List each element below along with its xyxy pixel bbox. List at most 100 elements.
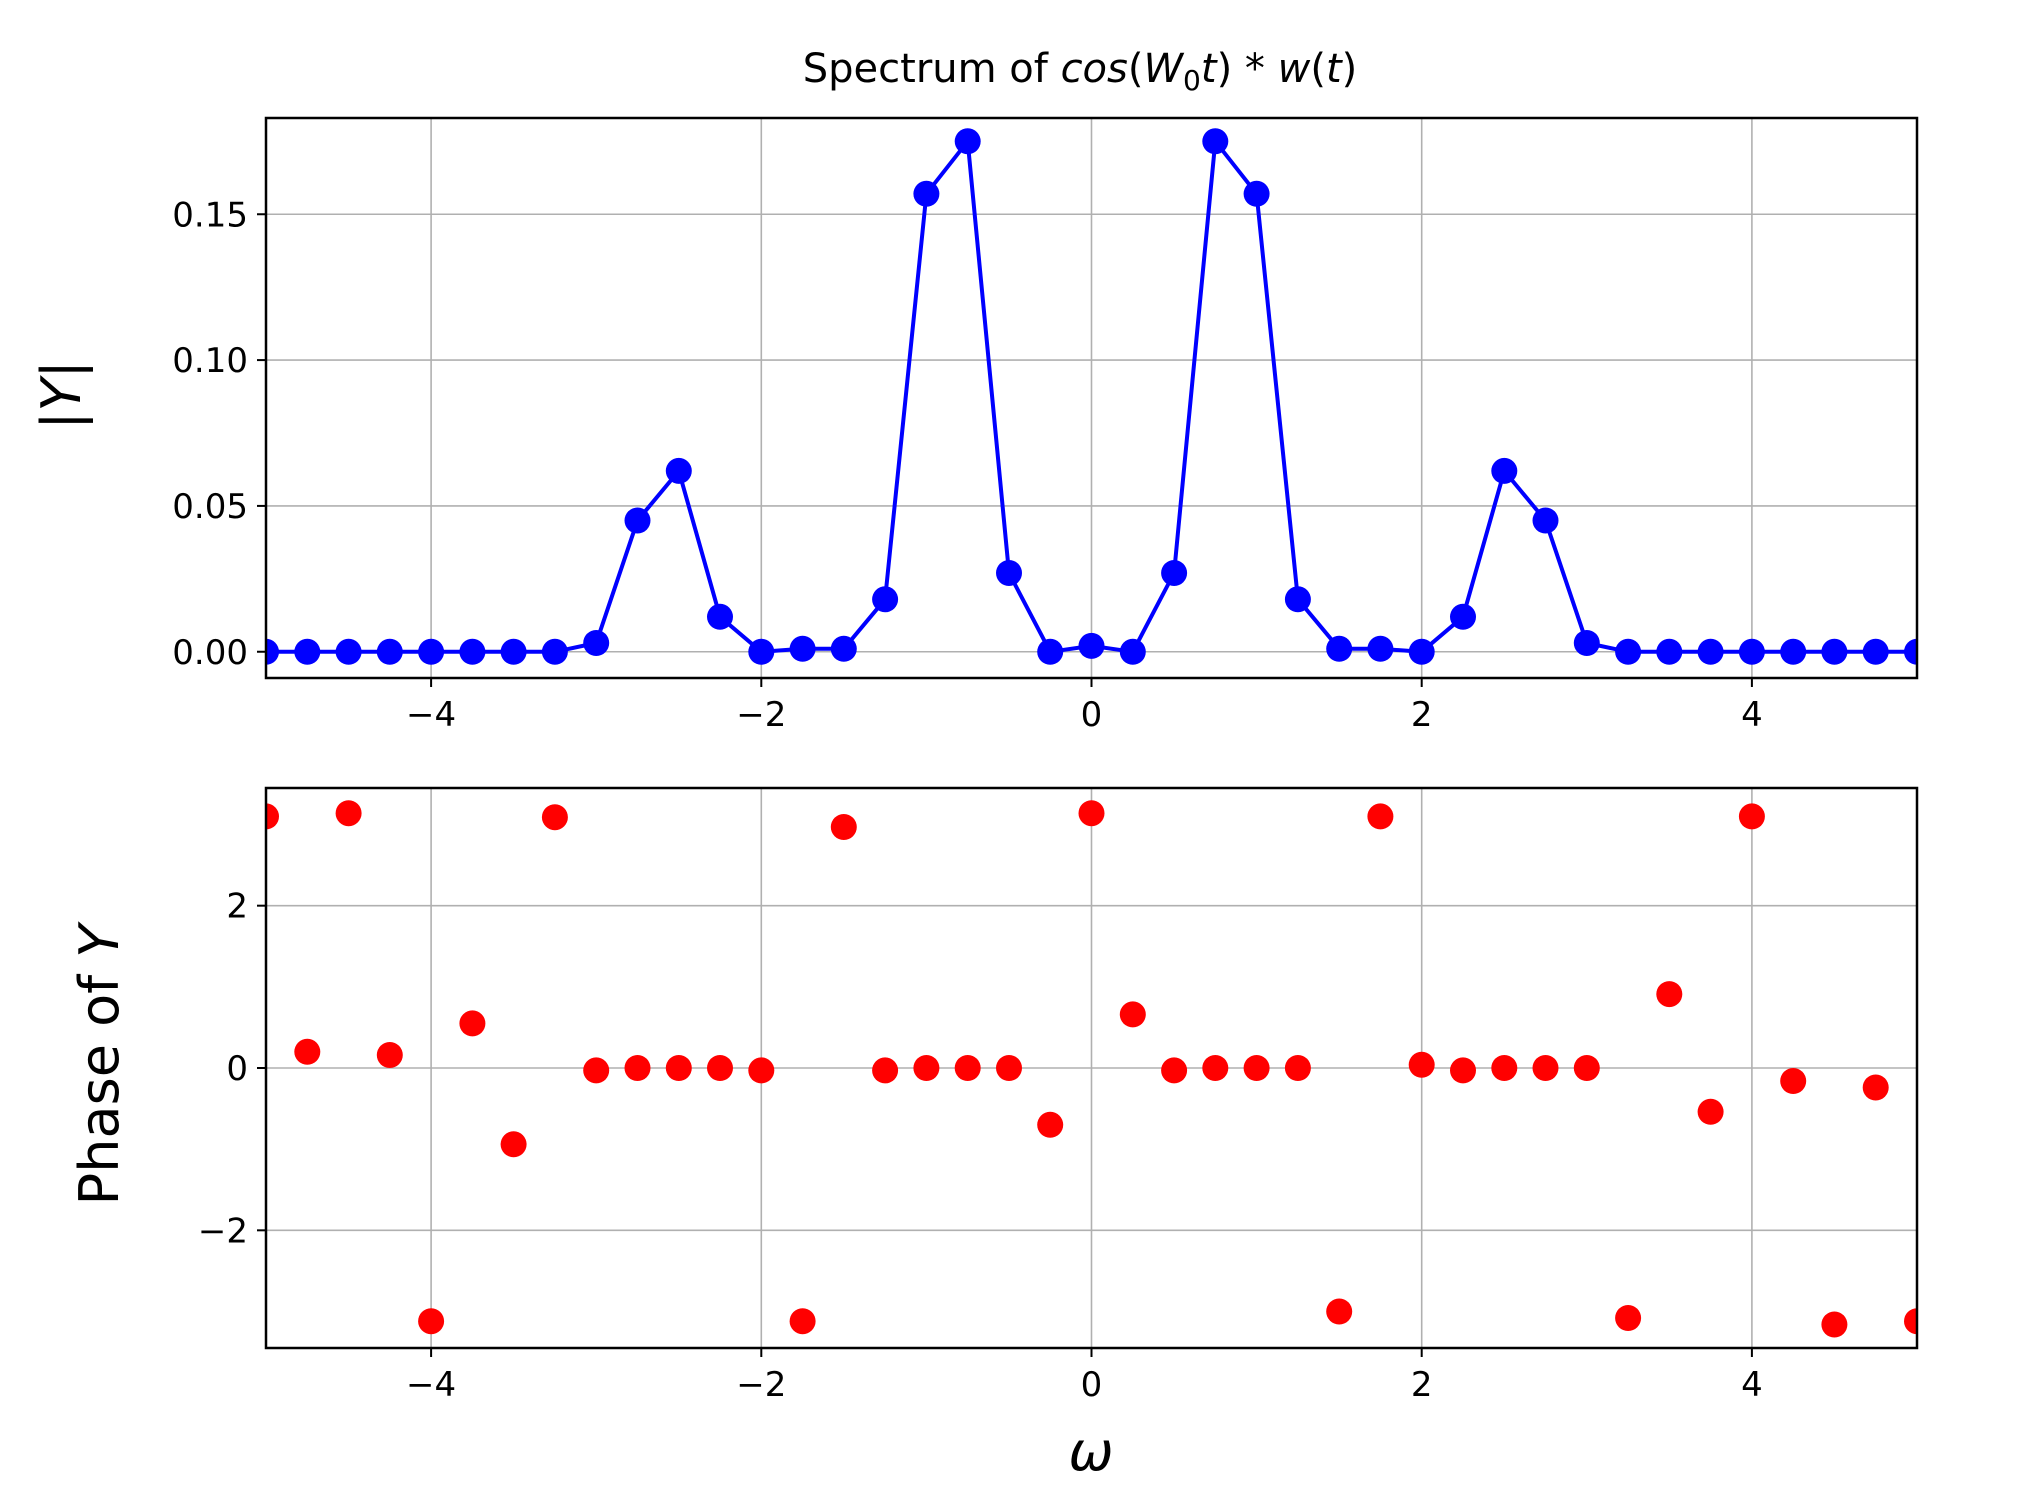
magnitude-y-tick-label: 0.05 [172, 487, 248, 527]
magnitude-x-tick-label: 4 [1741, 695, 1763, 735]
phase-data-point [1532, 1055, 1559, 1081]
phase-data-point [459, 1010, 486, 1037]
phase-x-tick-label: −2 [736, 1365, 786, 1405]
magnitude-data-point [1656, 638, 1683, 665]
phase-data-point [830, 814, 857, 840]
magnitude-data-point [1780, 638, 1807, 665]
phase-data-point [789, 1308, 816, 1335]
magnitude-data-point [1408, 638, 1435, 665]
phase-x-ticks: −4 −2 0 2 4 [406, 1348, 1763, 1405]
phase-data-point [1491, 1055, 1518, 1081]
phase-x-tick-label: 0 [1081, 1365, 1103, 1405]
phase-data-point [913, 1055, 940, 1081]
phase-data-point [707, 1055, 733, 1081]
phase-data-point [1243, 1055, 1270, 1081]
magnitude-data-point [665, 457, 692, 484]
magnitude-data-point [1738, 638, 1765, 665]
phase-y-ticks: −2 0 2 [198, 887, 266, 1251]
magnitude-y-tick-label: 0.15 [172, 195, 248, 235]
phase-data-point [996, 1055, 1022, 1081]
phase-data-point [624, 1055, 651, 1081]
phase-data-point [583, 1057, 610, 1084]
phase-data-point [1573, 1055, 1600, 1081]
phase-data-point [418, 1308, 445, 1335]
magnitude-data-point [996, 560, 1022, 586]
magnitude-data-point [1284, 586, 1311, 613]
magnitude-data-point [500, 638, 527, 665]
magnitude-y-tick-label: 0.10 [172, 341, 248, 381]
phase-data-point [1078, 800, 1105, 827]
phase-data-point [1862, 1074, 1889, 1101]
phase-data-point [1821, 1311, 1848, 1338]
magnitude-data-point [707, 603, 733, 630]
phase-data-point [1697, 1098, 1724, 1125]
magnitude-data-point [1491, 457, 1518, 484]
chart-title: Spectrum of cos(W0t) * w(t) [803, 46, 1357, 97]
magnitude-data-point [1161, 560, 1188, 586]
phase-x-tick-label: 2 [1411, 1365, 1433, 1405]
magnitude-x-tick-label: 0 [1081, 695, 1103, 735]
magnitude-data-point [1697, 638, 1724, 665]
phase-data-point [1450, 1057, 1476, 1084]
magnitude-x-ticks: −4 −2 0 2 4 [406, 678, 1763, 735]
magnitude-data-point [1037, 638, 1064, 665]
phase-data-point [1615, 1305, 1642, 1331]
magnitude-y-tick-label: 0.00 [172, 633, 248, 673]
magnitude-panel: −4 −2 0 2 4 0.00 0.05 0.10 0.15 |Y| [30, 116, 1919, 735]
phase-data-point [541, 804, 568, 831]
phase-grid [266, 788, 1917, 1348]
magnitude-data-point [1326, 635, 1353, 662]
phase-y-tick-label: 0 [226, 1049, 248, 1089]
phase-data-point [376, 1042, 403, 1068]
phase-data-point [748, 1057, 775, 1084]
phase-data-point [266, 803, 279, 830]
phase-data-point [665, 1055, 692, 1081]
magnitude-y-axis-label: |Y| [30, 360, 93, 429]
magnitude-y-ticks: 0.00 0.05 0.10 0.15 [172, 195, 266, 673]
magnitude-data-point [1821, 638, 1848, 665]
phase-data-point [335, 800, 362, 827]
phase-panel: −4 −2 0 2 4 −2 0 2 Phase of Y ω [68, 786, 1919, 1483]
magnitude-data-point [1532, 507, 1559, 534]
magnitude-x-tick-label: −4 [406, 695, 456, 735]
phase-data-point [872, 1057, 899, 1084]
magnitude-points [266, 128, 1917, 665]
phase-data-point [1326, 1298, 1353, 1325]
phase-points [266, 800, 1917, 1338]
phase-data-point [1284, 1055, 1311, 1081]
phase-data-point [1904, 1308, 1917, 1335]
magnitude-data-point [913, 180, 940, 207]
magnitude-data-point [748, 638, 775, 665]
phase-data-point [1780, 1068, 1807, 1094]
phase-y-axis-label: Phase of Y [68, 921, 131, 1206]
magnitude-data-point [376, 638, 403, 665]
magnitude-data-point [830, 635, 857, 662]
phase-data-point [500, 1131, 527, 1158]
magnitude-data-point [1243, 180, 1270, 207]
magnitude-data-point [1862, 638, 1889, 665]
phase-data-point [1367, 803, 1394, 830]
phase-data-point [1161, 1057, 1188, 1084]
magnitude-data-point [789, 635, 816, 662]
magnitude-data-point [541, 638, 568, 665]
magnitude-x-tick-label: 2 [1411, 695, 1433, 735]
phase-x-tick-label: −4 [406, 1365, 456, 1405]
magnitude-data-point [583, 630, 610, 656]
magnitude-data-point [335, 638, 362, 665]
magnitude-data-point [418, 638, 445, 665]
x-axis-label-omega: ω [1068, 1420, 1113, 1483]
magnitude-data-point [266, 638, 279, 665]
magnitude-data-point [459, 638, 486, 665]
phase-data-point [1738, 803, 1765, 830]
magnitude-data-point [1904, 638, 1917, 665]
magnitude-data-point [1119, 638, 1146, 665]
phase-data-point [1408, 1051, 1435, 1078]
magnitude-data-point [1615, 638, 1642, 665]
magnitude-data-point [1202, 128, 1229, 155]
phase-y-tick-label: −2 [198, 1211, 248, 1251]
phase-data-point [1037, 1111, 1064, 1138]
magnitude-data-point [294, 638, 321, 665]
magnitude-data-point [1078, 632, 1105, 659]
